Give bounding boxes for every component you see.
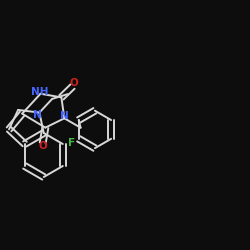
Text: NH: NH (30, 87, 48, 97)
Text: O: O (69, 78, 78, 88)
Text: N: N (32, 110, 41, 120)
Text: N: N (60, 111, 69, 121)
Text: O: O (38, 142, 47, 152)
Text: F: F (68, 138, 75, 148)
